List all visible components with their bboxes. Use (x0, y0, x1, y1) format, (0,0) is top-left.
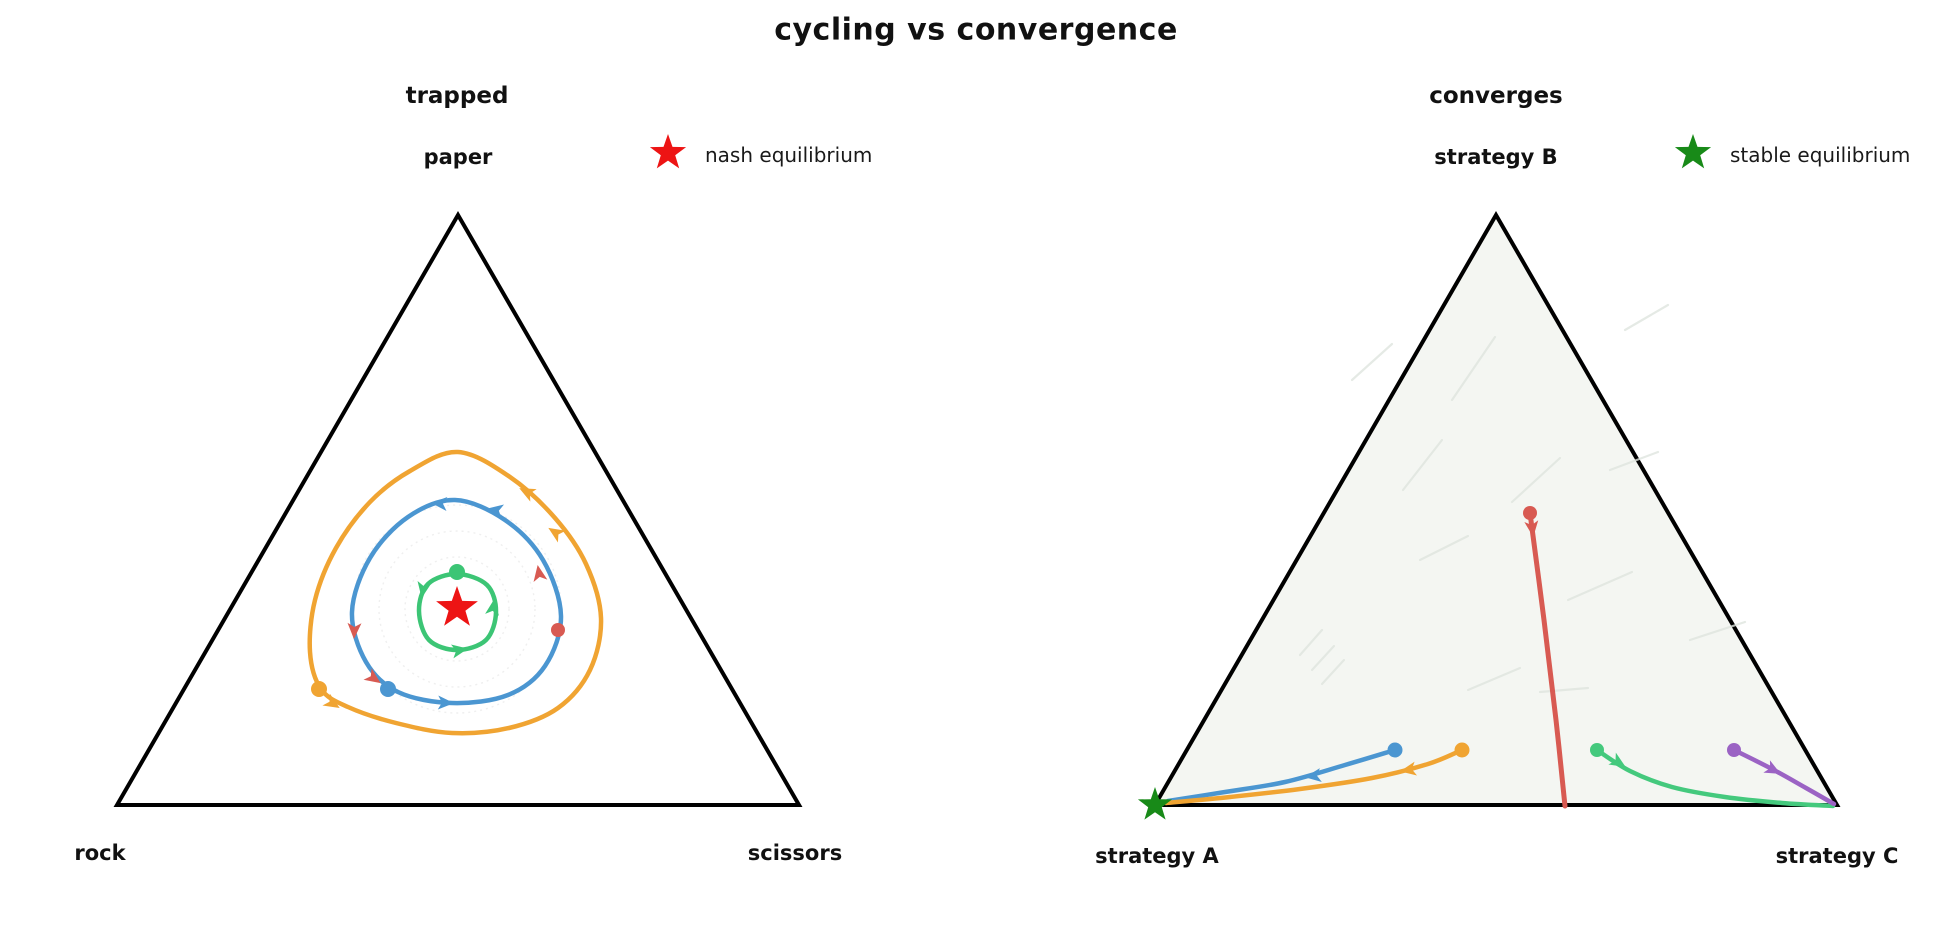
right-field-streak-3 (1566, 570, 1634, 602)
left-bottomright-vertex-label: scissors (747, 841, 843, 865)
left-legend-label: nash equilibrium (705, 143, 873, 167)
right-field-streak-7 (1320, 658, 1346, 686)
left-top-vertex-label: paper (423, 145, 493, 169)
orbit-outer-orange-start-dot (311, 681, 327, 697)
right-field-streak-0 (1450, 335, 1497, 402)
traj-red-start-dot (1523, 506, 1537, 520)
traj-red-arrow-0 (1524, 520, 1539, 537)
left-bottomleft-vertex-label: rock (74, 841, 126, 865)
traj-green-start-dot (1590, 743, 1604, 757)
orbit-middle-blue-arrow-2 (437, 695, 454, 710)
right-field-streak-8 (1418, 534, 1470, 562)
right-field-streak-11 (1623, 303, 1670, 332)
right-field-streak-2 (1510, 456, 1562, 504)
left-panel-title: trapped (405, 83, 509, 109)
traj-orange-start-dot (1454, 742, 1470, 758)
traj-blue-arrow-0 (1305, 768, 1322, 782)
traj-blue-path (1165, 747, 1398, 804)
traj-purple-start-dot (1727, 743, 1741, 757)
right-panel-title: converges (1429, 83, 1563, 109)
right-field-streak-13 (1466, 666, 1522, 692)
traj-red-path (1527, 510, 1568, 809)
right-legend-star-icon (1674, 134, 1712, 169)
left-equilibrium-star-icon (436, 586, 478, 626)
traj-orange-arrow-0 (1400, 761, 1418, 776)
traj-blue-start-dot (1387, 742, 1403, 758)
orbit-outer-orange-path (307, 449, 604, 736)
right-field-streak-5 (1298, 628, 1324, 657)
traj-purple-arrow-0 (1763, 760, 1781, 774)
right-simplex-triangle (1151, 211, 1841, 807)
right-legend-label: stable equilibrium (1730, 143, 1911, 167)
right-field-streak-12 (1688, 620, 1747, 642)
orbit-middle-blue-start-dot (380, 681, 396, 697)
orbit-inner-green-start-dot (449, 564, 465, 580)
orbit-inner-green-arrow-2 (485, 599, 499, 616)
left-contour-ring-0 (404, 556, 510, 662)
left-simplex-triangle (113, 211, 803, 807)
orbit-middle-blue-arrow-0 (431, 496, 448, 511)
orbit-middle-blue-arrow-1 (487, 504, 505, 519)
orbit-inner-green-arrow-0 (417, 580, 432, 598)
right-field-streak-10 (1350, 342, 1394, 382)
orbit-outer-orange-arrow-0 (519, 488, 537, 502)
right-field-streak-6 (1310, 644, 1336, 672)
right-bottomleft-vertex-label: strategy A (1095, 844, 1219, 868)
traj-purple-path (1731, 747, 1837, 807)
orbit-outer-orange-arrow-2 (322, 693, 340, 709)
traj-green-path (1594, 747, 1836, 809)
orbit-outer-orange-arrow-1 (548, 527, 566, 543)
right-top-vertex-label: strategy B (1434, 145, 1558, 169)
right-field-streak-4 (1538, 686, 1590, 694)
left-legend-star-icon (649, 134, 687, 169)
orbit-shadow-red-markers-start-dot (551, 623, 565, 637)
orbit-shadow-red-markers-arrow-0 (533, 565, 548, 583)
left-contour-ring-1 (378, 530, 536, 688)
orbit-shadow-red-markers-arrow-1 (347, 622, 362, 639)
orbit-inner-green-arrow-1 (450, 644, 468, 659)
right-bottomright-vertex-label: strategy C (1775, 844, 1899, 868)
right-equilibrium-star-icon (1137, 787, 1173, 820)
right-field-streak-1 (1401, 438, 1444, 492)
traj-green-arrow-0 (1608, 752, 1626, 768)
figure-title: cycling vs convergence (774, 12, 1178, 48)
right-field-streak-9 (1608, 450, 1660, 472)
orbit-shadow-red-markers-arrow-2 (363, 668, 381, 684)
traj-orange-path (1163, 747, 1465, 806)
